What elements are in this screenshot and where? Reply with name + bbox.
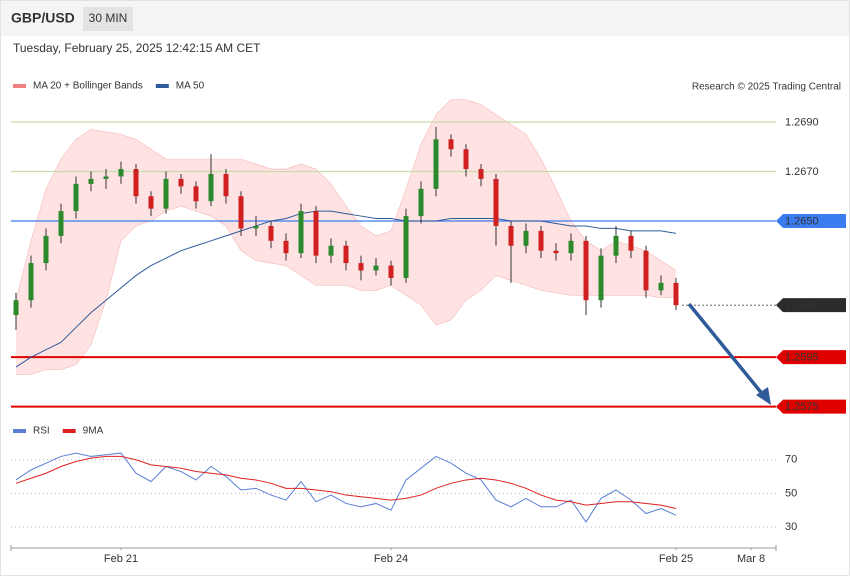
legend-swatch xyxy=(13,429,26,433)
forecast-arrow xyxy=(687,302,766,398)
candle-body xyxy=(223,173,229,197)
candle-body xyxy=(13,300,19,316)
candle-body xyxy=(373,265,379,271)
bollinger-lower xyxy=(16,205,676,375)
candle-body xyxy=(343,245,349,264)
x-tick-label: Feb 25 xyxy=(659,553,693,565)
legend-swatch xyxy=(62,429,76,433)
candle-body xyxy=(163,178,169,209)
interval-box xyxy=(83,7,133,31)
level-label: 1.2575 xyxy=(785,401,819,413)
legend-swatch xyxy=(13,84,26,88)
candle-body xyxy=(298,211,304,254)
rsi-line xyxy=(15,452,677,523)
level-label: 1.2670 xyxy=(785,166,819,178)
candle-body xyxy=(508,225,514,246)
interval: 30 MIN xyxy=(89,11,128,25)
x-tick-label: Feb 21 xyxy=(104,553,138,565)
candle-body xyxy=(538,230,544,251)
legend-label: MA 20 + Bollinger Bands xyxy=(33,81,143,92)
candle-body xyxy=(313,211,319,256)
candle-body xyxy=(463,149,469,170)
level-tag xyxy=(776,214,846,229)
candle-body xyxy=(253,225,259,229)
x-tick-label: Mar 8 xyxy=(737,553,765,565)
candle-body xyxy=(328,245,334,256)
candle-body xyxy=(448,139,454,150)
forecast-arrow-head xyxy=(756,387,771,405)
candle-body xyxy=(418,188,424,217)
candle-body xyxy=(148,196,154,209)
candle-body xyxy=(583,240,589,301)
candle-body xyxy=(658,282,664,291)
candle-body xyxy=(58,211,64,236)
level-label: 1.2690 xyxy=(785,116,819,128)
level-tag xyxy=(776,350,846,365)
candle-body xyxy=(238,196,244,229)
candle-body xyxy=(478,169,484,179)
candle-body xyxy=(178,178,184,187)
candle-body xyxy=(118,169,124,177)
candle-body xyxy=(43,235,49,264)
candle-body xyxy=(193,186,199,202)
candle-body xyxy=(103,176,109,179)
candle-body xyxy=(28,263,34,301)
candle-body xyxy=(358,263,364,271)
candle-body xyxy=(268,225,274,241)
candle-body xyxy=(598,255,604,301)
candle-body xyxy=(73,183,79,212)
candle-body xyxy=(493,178,499,226)
candle-body xyxy=(433,139,439,189)
rsi-tick-label: 50 xyxy=(785,487,797,499)
candle-body xyxy=(568,240,574,254)
x-tick-label: Feb 24 xyxy=(374,553,408,565)
candle-body xyxy=(523,230,529,246)
candle-body xyxy=(673,282,679,306)
ma50-line xyxy=(15,210,677,368)
rsi-line xyxy=(15,455,677,509)
candle-body xyxy=(403,216,409,278)
candle-body xyxy=(388,265,394,278)
candle-body xyxy=(553,250,559,254)
candle-body xyxy=(628,235,634,251)
candle-body xyxy=(208,173,214,202)
legend-label: RSI xyxy=(33,426,50,437)
bollinger-fill xyxy=(16,99,676,375)
rsi-tick-label: 30 xyxy=(785,521,797,533)
level-tag xyxy=(776,298,846,313)
credit: Research © 2025 Trading Central xyxy=(692,82,841,93)
level-tag xyxy=(776,399,846,414)
candle-body xyxy=(283,240,289,254)
timestamp: Tuesday, February 25, 2025 12:42:15 AM C… xyxy=(13,41,261,55)
level-label: 1.2595 xyxy=(785,352,819,364)
chart-title: GBP/USD xyxy=(11,10,75,26)
level-label: 1.2616 xyxy=(785,300,819,312)
candle-body xyxy=(88,178,94,184)
rsi-tick-label: 70 xyxy=(785,454,797,466)
candle-body xyxy=(133,169,139,197)
legend-label: 9MA xyxy=(83,426,104,437)
legend-swatch xyxy=(155,84,169,88)
candle-body xyxy=(643,250,649,291)
legend-label: MA 50 xyxy=(176,81,205,92)
header-bar xyxy=(0,0,850,36)
level-label: 1.2650 xyxy=(785,215,819,227)
bollinger-upper xyxy=(15,99,677,301)
candle-body xyxy=(613,235,619,256)
